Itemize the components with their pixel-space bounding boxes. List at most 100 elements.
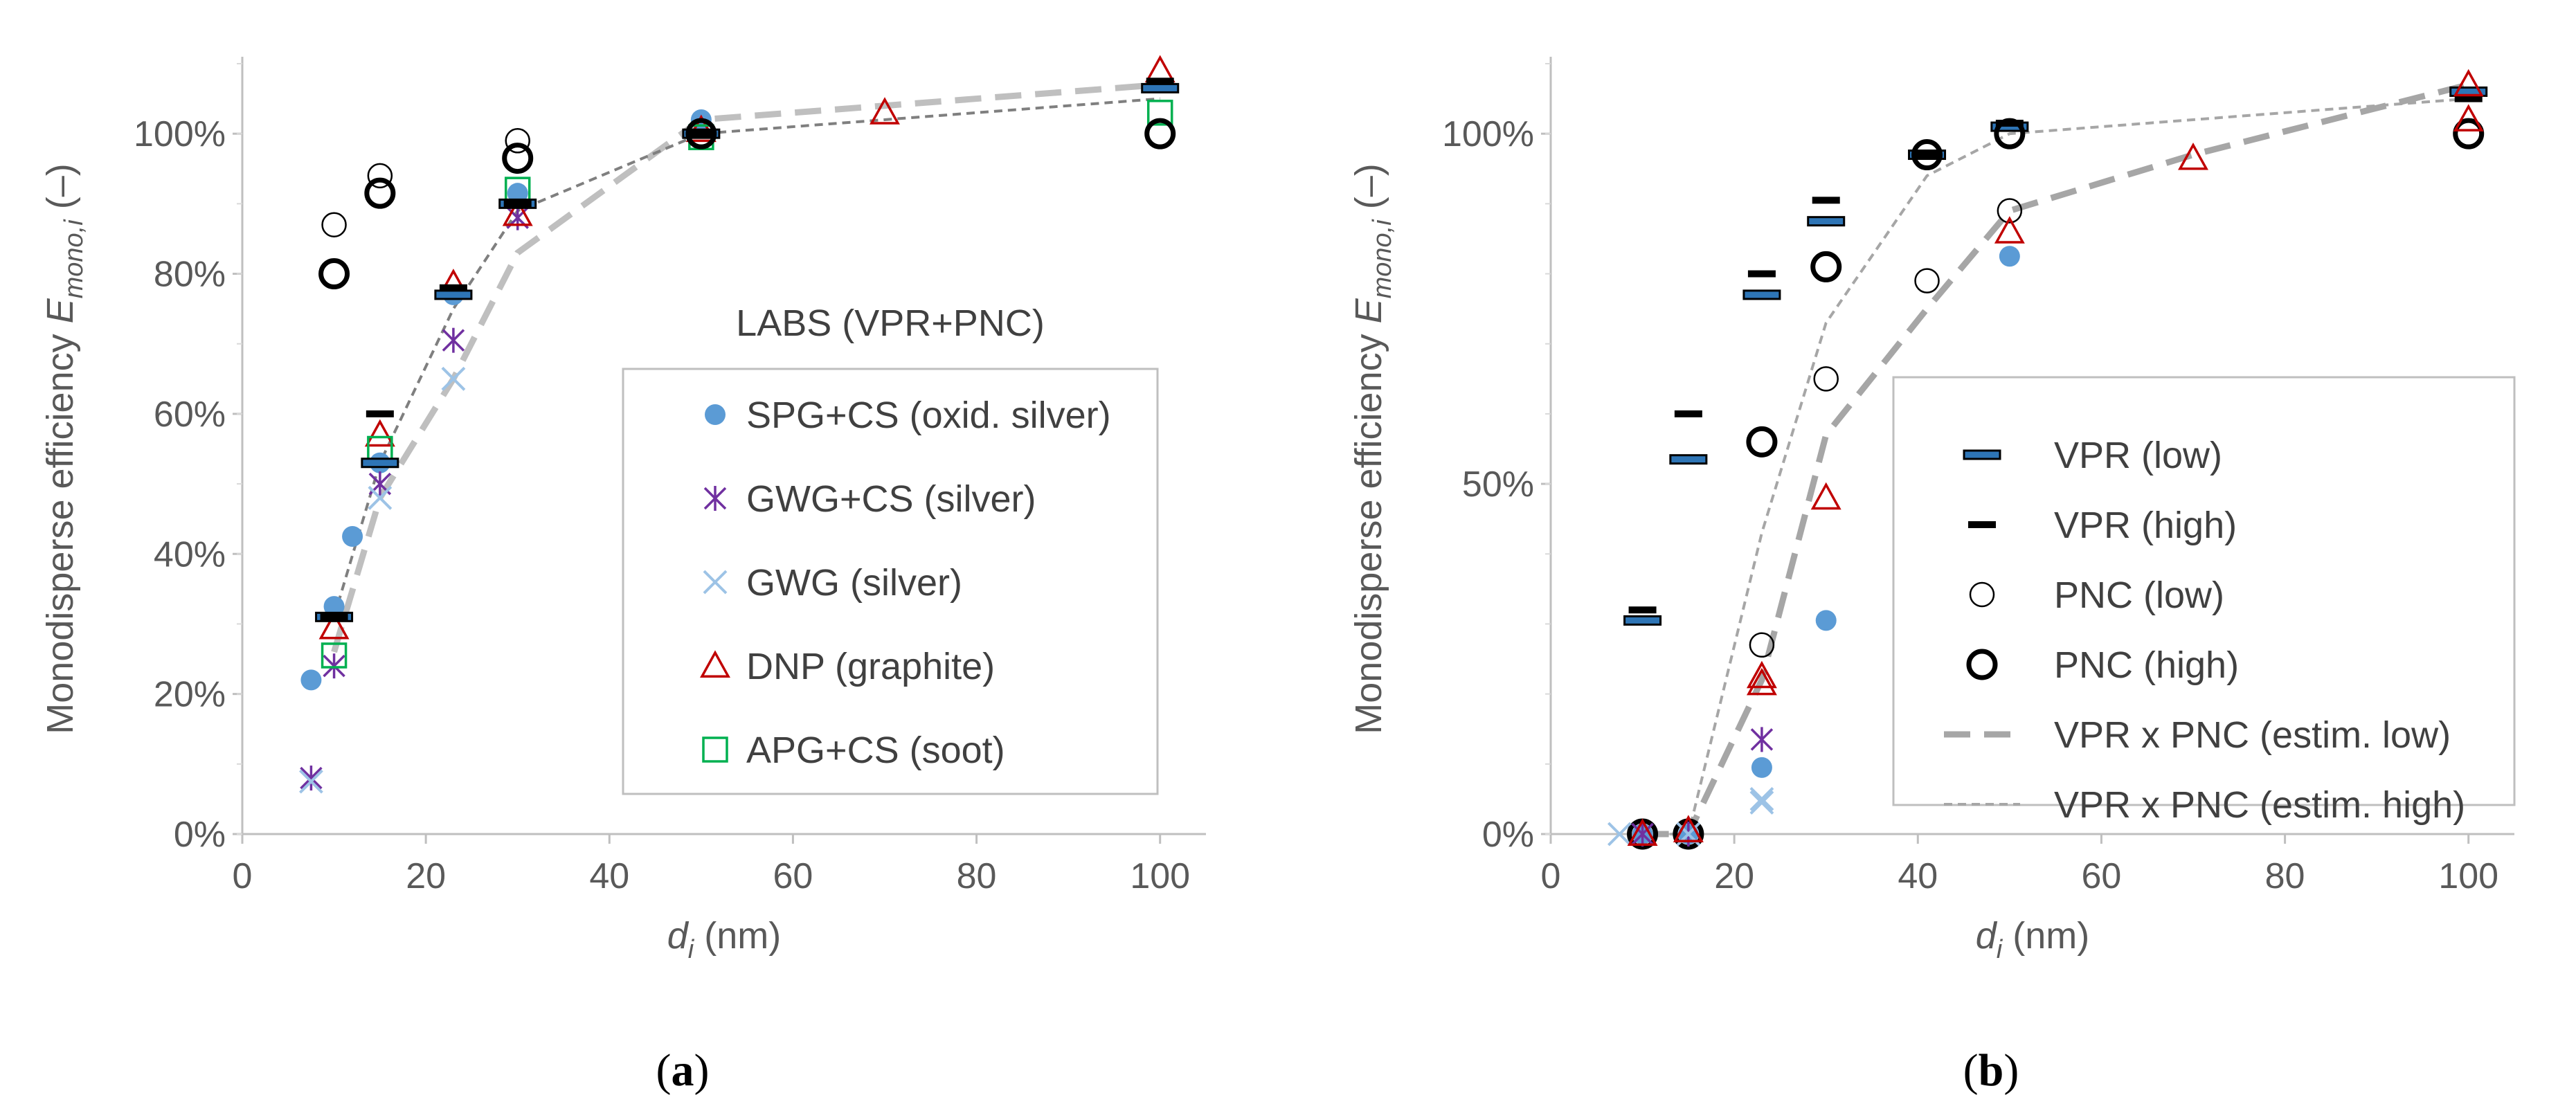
panel-a-legend-label-apg-cs-soot: APG+CS (soot) bbox=[746, 730, 1005, 771]
panel-a-point-spg-cs-oxid-silver bbox=[300, 669, 322, 691]
panel-b-xtick-label: 0 bbox=[1541, 856, 1561, 896]
panel-a-point-vpr-low bbox=[434, 289, 473, 300]
panel-b-point-vpr-high bbox=[1747, 270, 1776, 278]
panel-a-label: (a) bbox=[656, 1045, 710, 1096]
panel-a-xtick-label: 40 bbox=[589, 856, 629, 896]
panel-a-point-dnp-graphite bbox=[364, 419, 395, 447]
panel-b-point-pnc-high bbox=[1746, 426, 1778, 458]
panel-a-point-gwg-silver bbox=[299, 769, 323, 794]
panel-b-legend-label-vpr-x-pnc-estim-low: VPR x PNC (estim. low) bbox=[2054, 714, 2451, 756]
panel-b-legend-swatch-pnc-high bbox=[1966, 649, 1998, 680]
panel-a-point-gwg-cs-silver bbox=[323, 653, 345, 679]
panel-a-legend-swatch-gwg-cs-silver bbox=[703, 486, 727, 511]
panel-b-point-vpr-high bbox=[1913, 151, 1941, 159]
panel-b-point-pnc-low bbox=[1914, 268, 1940, 293]
panel-b-xtick-label: 60 bbox=[2082, 856, 2122, 896]
panel-b-point-gwg-silver bbox=[1607, 822, 1632, 847]
panel-a-point-vpr-high bbox=[1146, 78, 1174, 85]
panel-b-point-dnp-graphite bbox=[1810, 482, 1841, 510]
panel-b-point-pnc-high bbox=[2453, 118, 2485, 150]
panel-a-ytick-label: 80% bbox=[154, 255, 226, 295]
panel-b-point-vpr-low bbox=[1623, 615, 1662, 626]
panel-b-point-pnc-high bbox=[1994, 118, 2026, 150]
panel-a-point-pnc-high bbox=[685, 118, 717, 150]
panel-b-xtick-label: 20 bbox=[1714, 856, 1754, 896]
panel-b-legend-swatch-vpr-low bbox=[1963, 449, 2001, 460]
panel-a-point-dnp-graphite bbox=[870, 97, 900, 125]
panel-a-legend-box bbox=[622, 368, 1159, 795]
panel-a-legend-label-gwg-cs-silver: GWG+CS (silver) bbox=[746, 478, 1036, 520]
panel-a-point-vpr-high bbox=[503, 200, 532, 208]
panel-a-legend: SPG+CS (oxid. silver) GWG+CS (silver) GWG … bbox=[622, 368, 1159, 795]
panel-a-ytick-label: 100% bbox=[134, 114, 226, 154]
panel-a-point-gwg-silver bbox=[368, 485, 393, 510]
panel-b-point-pnc-low bbox=[1813, 366, 1839, 392]
panel-b-point-pnc-high bbox=[1673, 818, 1704, 850]
panel-a-ytick-label: 60% bbox=[154, 395, 226, 435]
panel-a-point-pnc-low bbox=[367, 163, 393, 189]
panel-b-legend-swatch-pnc-low bbox=[1969, 581, 1995, 608]
panel-a-point-vpr-high bbox=[320, 613, 348, 621]
panel-b-point-vpr-high bbox=[1995, 120, 2024, 127]
panel-b-point-dnp-graphite bbox=[1746, 667, 1777, 696]
panel-b-legend-label-pnc-high: PNC (high) bbox=[2054, 644, 2239, 686]
panel-a-point-gwg-cs-silver bbox=[506, 205, 529, 230]
panel-a-point-dnp-graphite bbox=[1144, 55, 1176, 83]
panel-b-point-gwg-cs-silver bbox=[1631, 822, 1654, 847]
panel-b-point-dnp-graphite bbox=[1627, 818, 1658, 846]
panel-b-point-dnp-graphite bbox=[2453, 69, 2484, 97]
panel-b-point-vpr-low bbox=[1807, 216, 1846, 227]
panel-a-point-pnc-high bbox=[502, 143, 534, 174]
panel-b-point-pnc-high bbox=[1911, 139, 1943, 171]
panel-a-point-pnc-high bbox=[364, 177, 396, 209]
panel-a-point-spg-cs-oxid-silver bbox=[507, 183, 528, 204]
panel-b-point-gwg-silver bbox=[1749, 790, 1774, 815]
panel-b-legend-swatch-vpr-high bbox=[1968, 521, 1996, 528]
panel-b-point-spg-cs-oxid-silver bbox=[1815, 610, 1837, 631]
panel-a-legend-label-spg-cs-oxid-silver: SPG+CS (oxid. silver) bbox=[746, 395, 1111, 436]
panel-b-xlabel: di (nm) bbox=[1976, 915, 2089, 964]
panel-a-xlabel: di (nm) bbox=[667, 915, 781, 964]
panel-b-point-vpr-low bbox=[1742, 289, 1781, 300]
panel-b-legend: VPR (low) VPR (high) PNC (low) PNC (high) VP… bbox=[1892, 376, 2516, 826]
panel-a-point-vpr-low bbox=[1141, 82, 1180, 93]
panel-a-legend-title: LABS (VPR+PNC) bbox=[736, 302, 1045, 344]
panel-b-xtick-label: 40 bbox=[1898, 856, 1938, 896]
panel-a-ytick-label: 40% bbox=[154, 534, 226, 574]
panel-a-legend-label-dnp-graphite: DNP (graphite) bbox=[746, 646, 995, 687]
panel-b-point-spg-cs-oxid-silver bbox=[1999, 246, 2020, 267]
panel-b-label: (b) bbox=[1963, 1045, 2019, 1096]
panel-a-point-gwg-silver bbox=[441, 366, 466, 391]
panel-b-ytick-label: 0% bbox=[1482, 815, 1534, 855]
panel-b-point-dnp-graphite bbox=[1746, 660, 1777, 689]
panel-b-legend-label-pnc-low: PNC (low) bbox=[2054, 574, 2224, 616]
panel-a-point-pnc-high bbox=[318, 258, 350, 290]
panel-b-point-pnc-low bbox=[1749, 632, 1775, 658]
panel-a-point-pnc-low bbox=[321, 212, 347, 237]
panel-b-legend-label-vpr-high: VPR (high) bbox=[2054, 505, 2237, 546]
panel-a-xtick-label: 80 bbox=[957, 856, 997, 896]
panel-b-chart: 0 20 40 60 80 100 0% 50% 100% di (nm) Monodisperse… bbox=[1348, 57, 2516, 1096]
panel-b-point-vpr-high bbox=[1812, 197, 1840, 204]
panel-a-point-pnc-high bbox=[1144, 118, 1176, 150]
panel-a-xtick-label: 60 bbox=[773, 856, 813, 896]
panel-b-point-vpr-low bbox=[1669, 454, 1708, 465]
panel-b-point-spg-cs-oxid-silver bbox=[1751, 757, 1772, 778]
panel-a-legend-swatch-dnp-graphite bbox=[700, 650, 730, 678]
panel-b-point-dnp-graphite bbox=[1673, 815, 1704, 842]
panel-b-point-pnc-high bbox=[1810, 251, 1842, 282]
panel-a-chart: 0 20 40 60 80 100 0% 20% 40% 60% 80% 100% di (nm) Mon… bbox=[39, 55, 1206, 1096]
panel-a-ytick-label: 20% bbox=[154, 675, 226, 715]
panel-b-point-vpr-high bbox=[1628, 606, 1657, 614]
panel-b-ylabel: Monodisperse efficiency Emono,i (–) bbox=[1348, 163, 1397, 734]
panel-a-point-vpr-high bbox=[439, 284, 467, 291]
panel-b-point-vpr-high bbox=[2454, 95, 2483, 102]
panel-a-point-apg-cs-soot bbox=[1146, 100, 1173, 126]
panel-a-point-vpr-low bbox=[361, 458, 399, 469]
panel-a-point-vpr-high bbox=[366, 410, 394, 417]
panel-a-ylabel: Monodisperse efficiency Emono,i (–) bbox=[39, 163, 89, 734]
panel-a-point-dnp-graphite bbox=[502, 198, 533, 226]
panel-a-xtick-label: 20 bbox=[406, 856, 446, 896]
panel-a-xtick-label: 0 bbox=[233, 856, 253, 896]
